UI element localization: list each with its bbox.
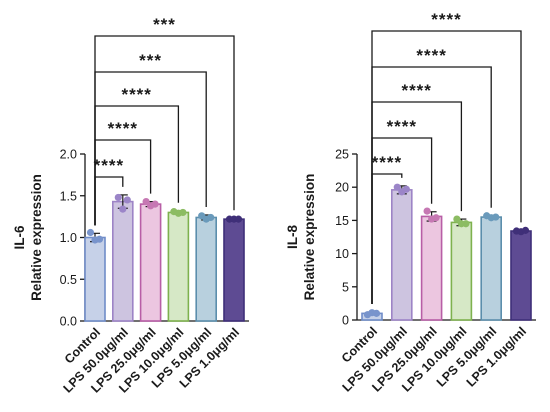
bar	[112, 200, 134, 322]
y-tick-label: 2.0	[60, 148, 77, 162]
y-tick-label: 0.0	[60, 315, 77, 329]
data-point	[402, 185, 410, 193]
data-point	[95, 235, 104, 243]
significance-label: ***	[139, 51, 162, 70]
data-point	[462, 220, 470, 228]
data-point	[207, 213, 215, 222]
y-axis-title: Relative expression	[302, 174, 317, 301]
significance-label: ****	[121, 85, 151, 104]
data-point	[179, 208, 187, 217]
data-point	[492, 213, 500, 221]
data-point	[393, 183, 401, 191]
significance-label: ****	[387, 117, 417, 136]
y-tick-label: 15	[335, 214, 349, 228]
data-point	[423, 207, 431, 215]
y-tick-label: 10	[335, 247, 349, 261]
y-tick-label: 0	[342, 314, 349, 328]
significance-label: ****	[401, 81, 431, 100]
bar	[480, 216, 503, 321]
y-tick-label: 1.5	[60, 189, 77, 203]
bar	[390, 189, 413, 321]
significance-label: ****	[372, 153, 402, 172]
significance-label: ****	[431, 10, 461, 29]
data-point	[372, 309, 381, 317]
y-axis-title: Relative expression	[29, 174, 44, 301]
y-tick-label: 5	[342, 280, 349, 294]
data-point	[521, 226, 530, 234]
significance-bracket	[94, 35, 235, 226]
data-point	[151, 200, 159, 208]
bar	[510, 230, 532, 321]
data-point	[86, 228, 95, 237]
significance-label: ****	[94, 156, 124, 175]
data-point	[432, 214, 440, 222]
data-point	[234, 215, 243, 223]
bar	[450, 221, 473, 321]
significance-label: ***	[153, 15, 176, 34]
bar	[223, 218, 245, 322]
y-tick-label: 20	[335, 181, 349, 195]
il6-chart: 0.00.51.01.52.0IL-6 Relative expressionCo…	[12, 15, 249, 396]
y-axis-title: IL-8	[285, 225, 300, 249]
significance-label: ****	[416, 46, 446, 65]
y-tick-label: 0.5	[60, 273, 77, 287]
significance-label: ****	[108, 119, 138, 138]
data-point	[114, 193, 122, 202]
bar	[420, 215, 443, 321]
data-point	[123, 196, 131, 204]
bar	[84, 236, 106, 322]
y-axis-title: IL-6	[12, 225, 27, 249]
data-point	[119, 205, 127, 213]
significance-bracket	[371, 30, 522, 305]
data-point	[453, 215, 461, 223]
bar	[139, 203, 162, 322]
y-tick-label: 25	[335, 148, 349, 162]
y-tick-label: 1.0	[60, 231, 77, 245]
bar	[167, 211, 190, 322]
bar	[195, 216, 217, 322]
